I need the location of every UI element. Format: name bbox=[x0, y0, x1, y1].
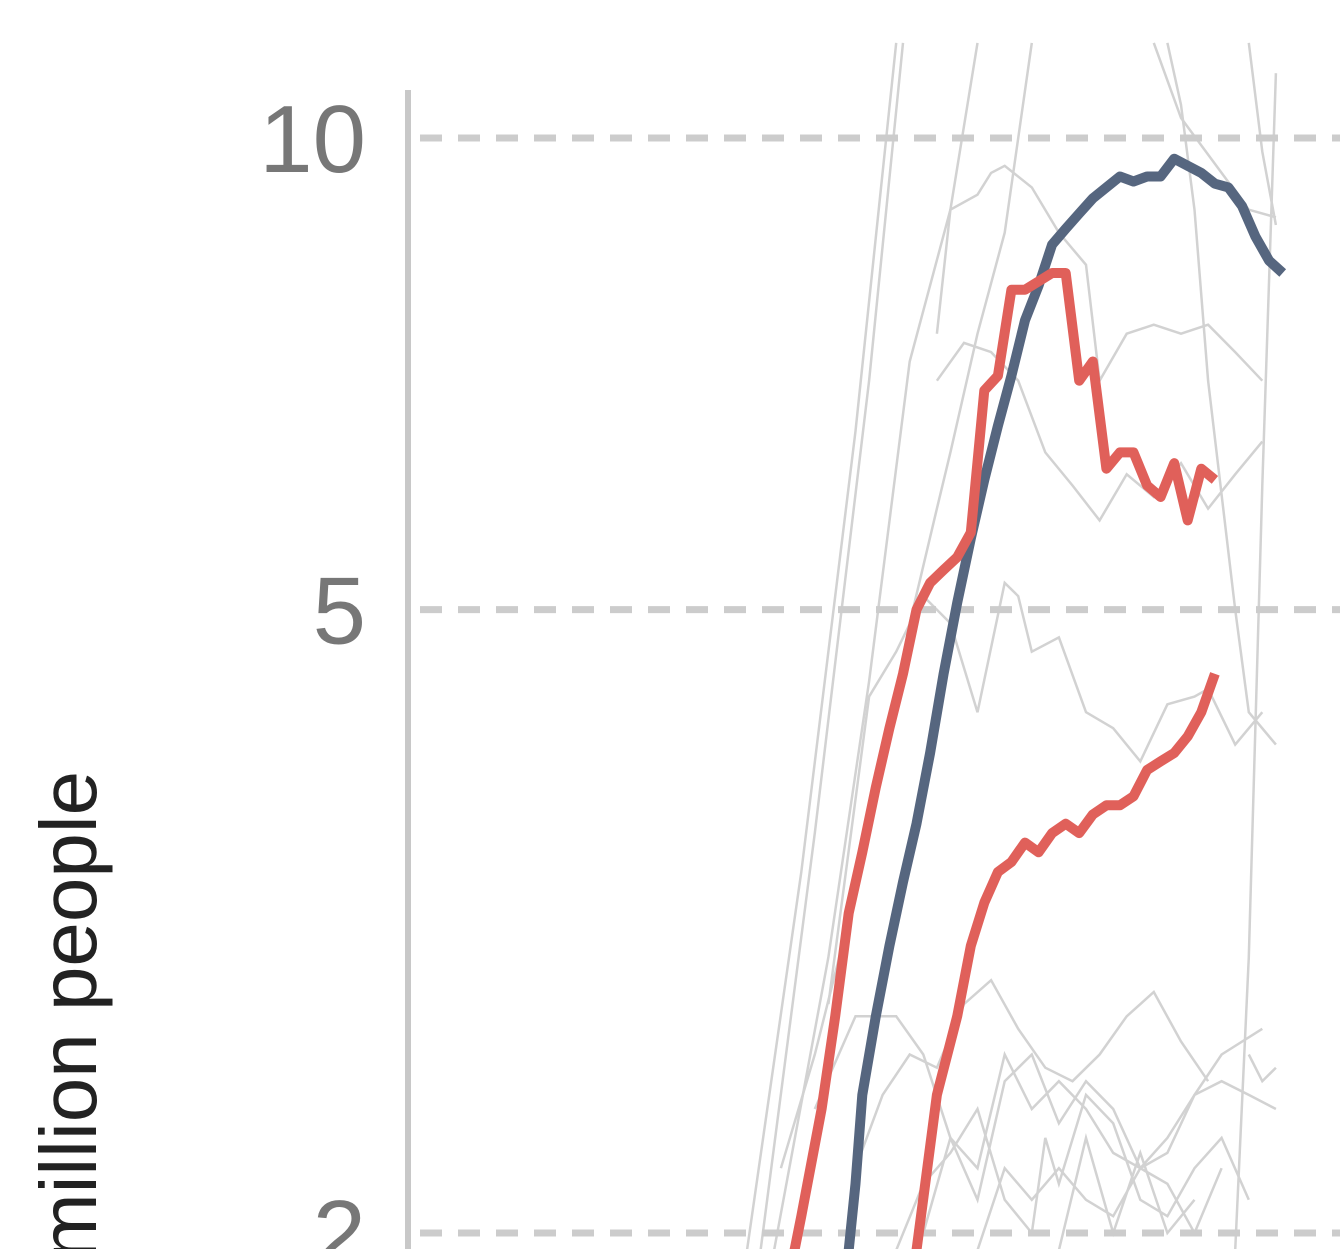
background-series-line-14 bbox=[935, 164, 1264, 385]
background-series-line-11 bbox=[922, 1050, 1277, 1234]
background-series-line-8 bbox=[813, 1015, 1263, 1204]
y-axis-title: million people bbox=[24, 771, 113, 1249]
background-series-line-19 bbox=[1234, 73, 1278, 1249]
background-series-line-15 bbox=[935, 341, 1264, 523]
background-series-line-17 bbox=[1166, 42, 1277, 746]
y-tick-label-5: 5 bbox=[313, 558, 366, 665]
background-series-line-5 bbox=[773, 42, 979, 1249]
background-series-line-10 bbox=[895, 1092, 1250, 1249]
background-series-line-12 bbox=[976, 1165, 1223, 1249]
background-series-layer bbox=[745, 42, 1278, 1249]
background-series-line-6 bbox=[779, 42, 1034, 1169]
background-series-line-9 bbox=[854, 978, 1210, 1169]
background-series-line-13 bbox=[1057, 1132, 1196, 1249]
series-line-2 bbox=[911, 672, 1220, 1249]
y-tick-label-2: 2 bbox=[313, 1181, 366, 1249]
background-series-line-16 bbox=[1152, 42, 1277, 219]
gridlines bbox=[420, 134, 1340, 1237]
series-line-0 bbox=[843, 153, 1287, 1249]
y-tick-labels: 10 5 2 bbox=[259, 86, 366, 1249]
background-series-line-3 bbox=[745, 42, 898, 1249]
y-tick-label-10: 10 bbox=[259, 86, 366, 193]
highlighted-series-layer bbox=[789, 153, 1287, 1249]
series-line-1 bbox=[789, 268, 1219, 1249]
background-series-line-20 bbox=[1247, 1053, 1277, 1084]
